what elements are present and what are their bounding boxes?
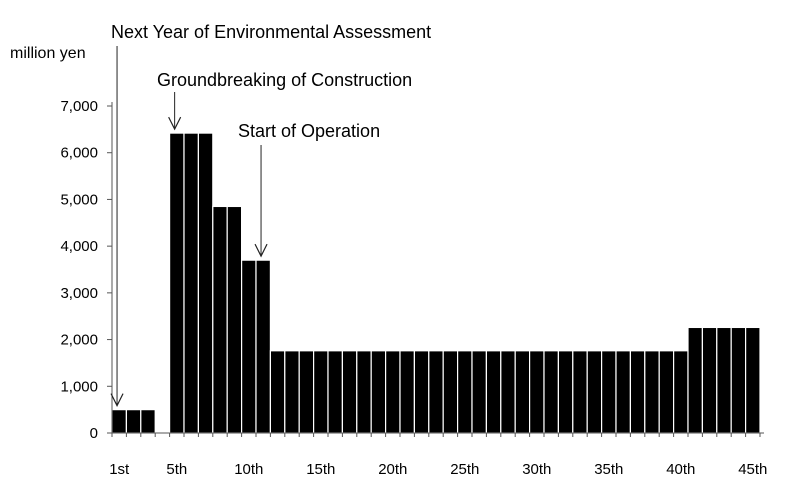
x-ticks-group: 1st 5th 10th 15th 20th 25th 30th 35th 40th 45th	[109, 433, 767, 478]
bar-year-5	[169, 132, 185, 434]
annotation-arrow-head	[110, 393, 124, 407]
bar-year-8	[212, 205, 228, 434]
bar-year-22	[413, 350, 430, 434]
axes-group	[111, 102, 764, 434]
bar-year-1	[111, 409, 127, 434]
bar-year-29	[514, 350, 531, 434]
bar-year-44	[730, 326, 747, 434]
x-tick-label: 30th	[522, 461, 551, 478]
bar-year-2	[125, 409, 142, 434]
x-tick-label: 45th	[738, 461, 767, 478]
bar-year-14	[298, 350, 315, 434]
x-tick-label: 10th	[234, 461, 263, 478]
bar-year-25	[457, 350, 473, 434]
annotation-label: Next Year of Environmental Assessment	[111, 22, 431, 42]
annotations-group: Next Year of Environmental Assessment Gro…	[110, 22, 431, 407]
bar-year-3	[140, 409, 156, 434]
bar-year-10	[241, 259, 257, 434]
bar-year-38	[644, 350, 660, 434]
x-tick-label: 40th	[666, 461, 695, 478]
bar-year-28	[500, 350, 516, 434]
bar-year-21	[399, 350, 415, 434]
bar-year-16	[327, 350, 343, 434]
y-tick-label: 0	[90, 425, 98, 442]
x-tick-label: 1st	[109, 461, 130, 478]
bar-year-30	[528, 350, 545, 434]
x-tick-label: 25th	[450, 461, 479, 478]
bar-year-27	[485, 350, 502, 434]
bar-year-35	[600, 350, 617, 434]
annotation-label: Start of Operation	[238, 121, 380, 141]
bar-year-13	[284, 350, 300, 434]
y-tick-label: 5,000	[60, 191, 98, 208]
bar-year-31	[543, 350, 559, 434]
y-tick-label: 2,000	[60, 332, 98, 349]
bar-year-41	[687, 326, 703, 434]
y-axis-unit-label: million yen	[10, 45, 86, 62]
bar-year-12	[269, 350, 286, 434]
bar-year-20	[385, 350, 401, 434]
bar-year-45	[744, 326, 761, 434]
bar-year-43	[716, 326, 732, 434]
bar-year-7	[197, 132, 214, 434]
annotation-label: Groundbreaking of Construction	[157, 70, 412, 90]
bar-year-40	[672, 350, 689, 434]
x-tick-label: 20th	[378, 461, 407, 478]
x-tick-label: 15th	[306, 461, 335, 478]
bar-year-32	[557, 350, 574, 434]
bar-year-23	[428, 350, 444, 434]
bar-year-33	[572, 350, 588, 434]
bar-year-34	[586, 350, 603, 434]
bar-year-18	[356, 350, 372, 434]
y-tick-label: 3,000	[60, 285, 98, 302]
y-tick-label: 4,000	[60, 238, 98, 255]
bar-year-39	[658, 350, 675, 434]
bar-year-17	[341, 350, 358, 434]
bar-year-24	[442, 350, 459, 434]
x-tick-label: 5th	[166, 461, 187, 478]
bar-year-6	[183, 132, 199, 434]
y-tick-label: 1,000	[60, 378, 98, 395]
annotation-arrow-head	[254, 243, 268, 258]
annotation-arrow-head	[168, 116, 182, 131]
y-tick-label: 7,000	[60, 98, 98, 115]
bars-group	[111, 132, 761, 434]
bar-year-11	[255, 259, 271, 434]
bar-year-37	[629, 350, 646, 434]
bar-year-42	[701, 326, 718, 434]
bar-year-26	[471, 350, 487, 434]
bar-year-9	[226, 205, 243, 434]
x-tick-label: 35th	[594, 461, 623, 478]
y-ticks-group: 0 1,000 2,000 3,000 4,000 5,000 6,000 7,000	[60, 98, 112, 442]
bar-year-36	[615, 350, 631, 434]
bar-year-15	[313, 350, 329, 434]
bar-year-19	[370, 350, 387, 434]
y-tick-label: 6,000	[60, 145, 98, 162]
